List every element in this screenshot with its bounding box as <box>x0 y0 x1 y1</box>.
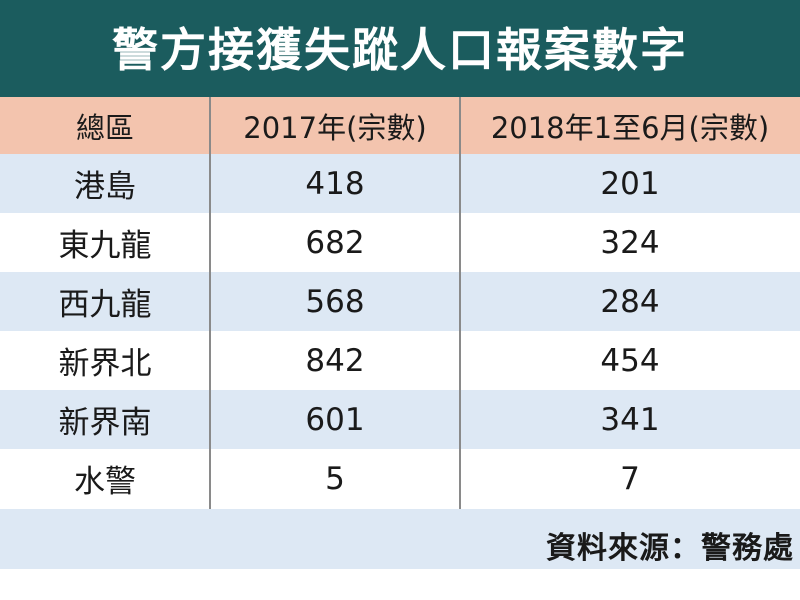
value-2017-cell: 568 <box>305 283 365 320</box>
table-row: 西九龍 568 284 <box>0 272 800 331</box>
value-2018-cell: 324 <box>600 224 660 261</box>
district-cell: 西九龍 <box>58 287 152 323</box>
source-footer: 資料來源：警務處 <box>0 509 800 569</box>
page-title: 警方接獲失蹤人口報案數字 <box>112 22 688 77</box>
table-row: 東九龍 682 324 <box>0 213 800 272</box>
title-banner: 警方接獲失蹤人口報案數字 <box>0 0 800 97</box>
district-cell: 港島 <box>74 169 136 205</box>
header-district: 總區 <box>75 110 134 145</box>
value-2018-cell: 341 <box>600 401 660 438</box>
value-2018-cell: 454 <box>600 342 660 379</box>
table-row: 港島 418 201 <box>0 154 800 213</box>
column-divider <box>459 97 461 509</box>
value-2018-cell: 7 <box>620 460 640 497</box>
value-2017-cell: 842 <box>305 342 365 379</box>
source-note: 資料來源：警務處 <box>546 531 794 566</box>
value-2017-cell: 418 <box>305 165 365 202</box>
value-2017-cell: 601 <box>305 401 365 438</box>
table-row: 水警 5 7 <box>0 449 800 508</box>
district-cell: 新界南 <box>58 405 152 441</box>
value-2018-cell: 201 <box>600 165 660 202</box>
district-cell: 東九龍 <box>58 228 152 264</box>
column-divider <box>209 97 211 509</box>
table-row: 新界北 842 454 <box>0 331 800 390</box>
value-2018-cell: 284 <box>600 283 660 320</box>
district-cell: 水警 <box>74 464 136 500</box>
header-2018-h1: 2018年1至6月(宗數) <box>490 110 770 145</box>
district-cell: 新界北 <box>58 346 152 382</box>
value-2017-cell: 5 <box>325 460 345 497</box>
value-2017-cell: 682 <box>305 224 365 261</box>
table-row: 新界南 601 341 <box>0 390 800 449</box>
table-header: 總區 2017年(宗數) 2018年1至6月(宗數) <box>0 97 800 154</box>
header-2017: 2017年(宗數) <box>243 110 427 145</box>
